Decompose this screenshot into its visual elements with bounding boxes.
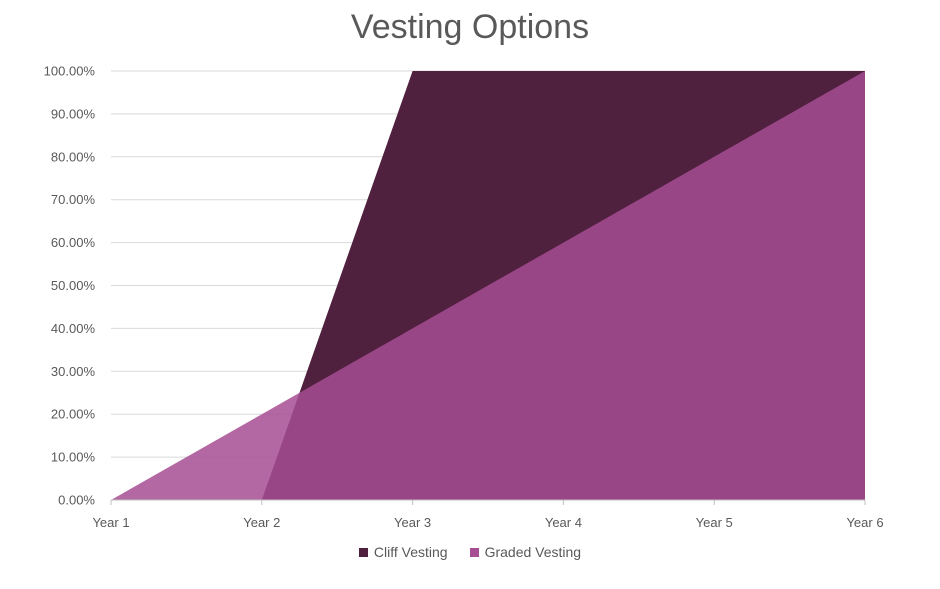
y-tick-label: 20.00% [51,407,96,422]
x-tick-label: Year 2 [243,515,280,530]
legend-swatch-cliff-vesting [358,547,368,557]
y-tick-label: 10.00% [51,450,96,465]
area-graded-vesting [111,71,865,500]
y-tick-label: 60.00% [51,235,96,250]
x-tick-label: Year 4 [545,515,582,530]
legend-swatch-graded-vesting [469,547,479,557]
y-tick-label: 50.00% [51,278,96,293]
chart-title: Vesting Options [350,8,590,46]
legend-item-graded-vesting: Graded Vesting [469,544,582,560]
legend-item-cliff-vesting: Cliff Vesting [358,544,448,560]
y-tick-label: 90.00% [51,106,96,121]
legend-label-graded-vesting: Graded Vesting [484,544,582,560]
y-tick-label: 0.00% [58,493,95,508]
y-tick-label: 80.00% [51,149,96,164]
x-tick-label: Year 6 [846,515,883,530]
y-tick-label: 70.00% [51,192,96,207]
legend: Cliff Vesting Graded Vesting [0,544,940,560]
y-tick-label: 40.00% [51,321,96,336]
y-tick-label: 30.00% [51,364,96,379]
legend-label-cliff-vesting: Cliff Vesting [373,544,448,560]
y-tick-label: 100.00% [44,64,96,79]
x-tick-label: Year 5 [696,515,733,530]
x-tick-label: Year 3 [394,515,431,530]
x-tick-label: Year 1 [92,515,129,530]
